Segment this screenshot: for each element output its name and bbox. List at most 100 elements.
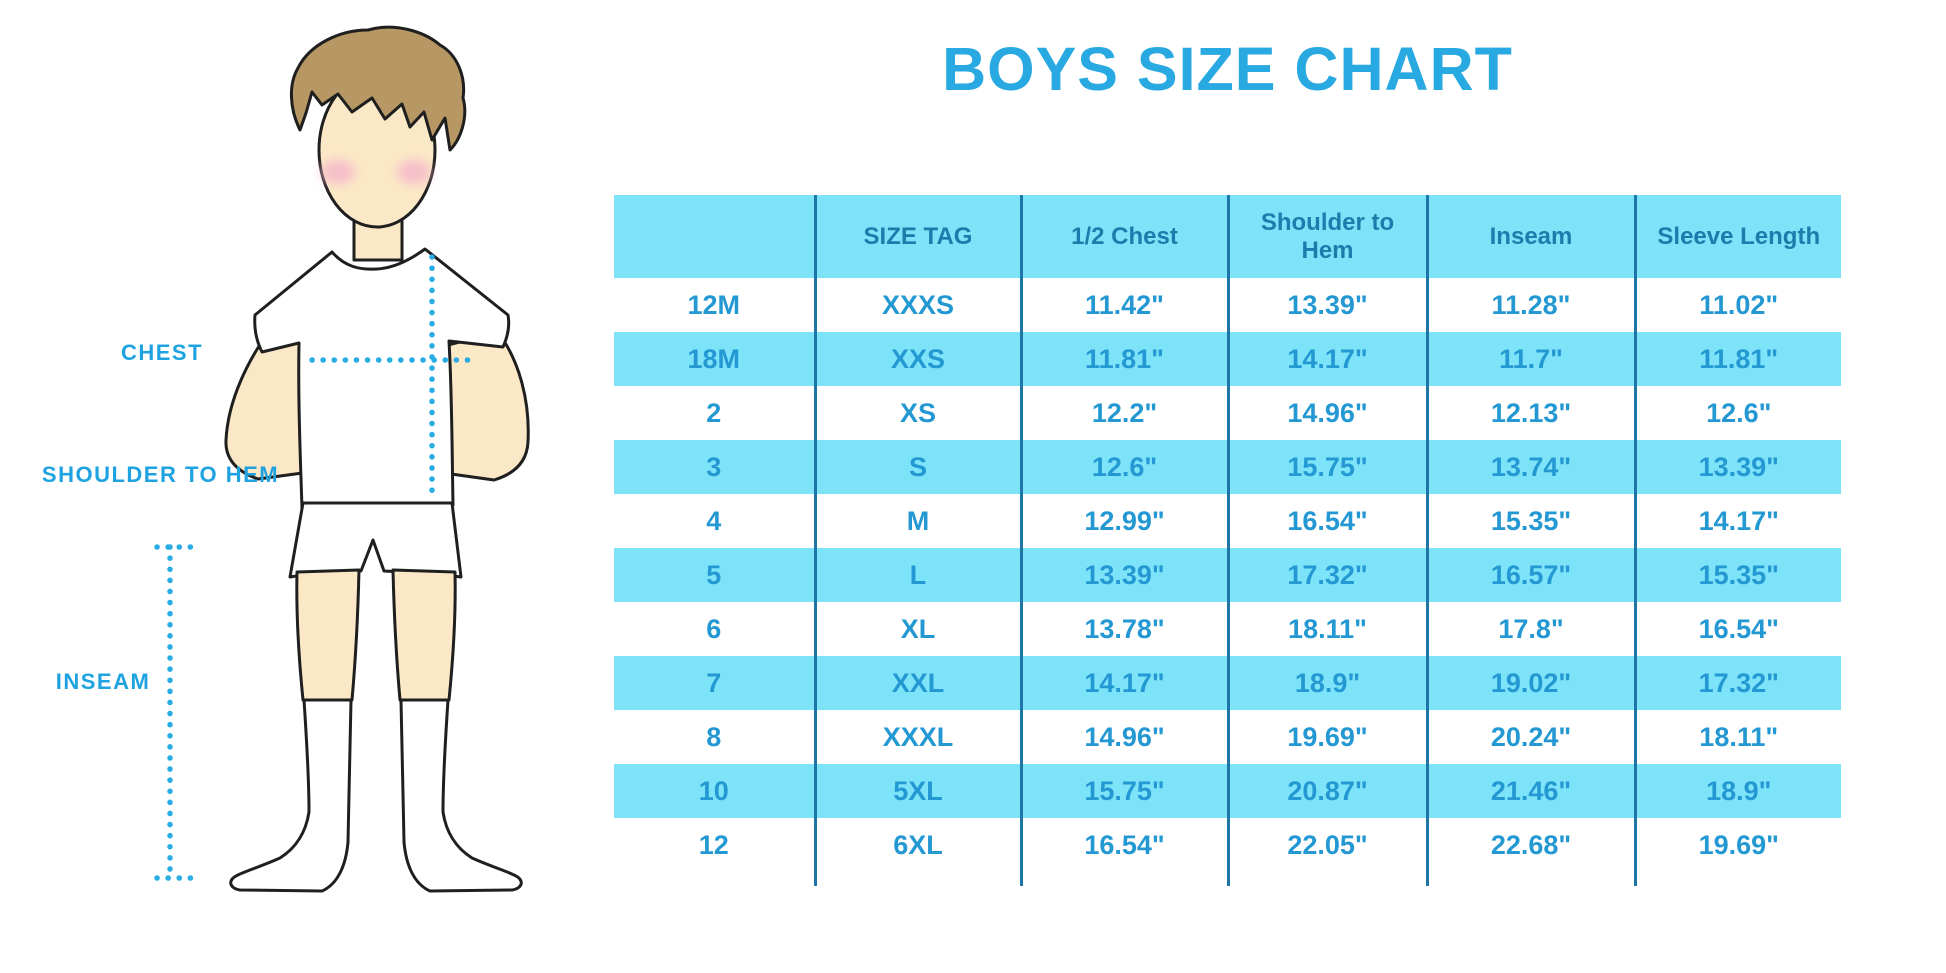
table-cell: 18.9" bbox=[1633, 764, 1841, 818]
table-row: 7 XXL 14.17" 18.9" 19.02" 17.32" bbox=[614, 656, 1841, 710]
table-cell: XXL bbox=[813, 656, 1021, 710]
left-cheek bbox=[321, 160, 355, 184]
table-cell: 10 bbox=[614, 764, 815, 818]
table-row: 8 XXXL 14.96" 19.69" 20.24" 18.11" bbox=[614, 710, 1841, 764]
table-cell: 8 bbox=[614, 710, 815, 764]
inseam-label: INSEAM bbox=[55, 669, 151, 694]
left-sock-shape bbox=[229, 698, 353, 893]
table-cell: 17.32" bbox=[1633, 656, 1841, 710]
table-cell: XS bbox=[813, 386, 1021, 440]
table-cell: 11.28" bbox=[1425, 278, 1635, 332]
table-cell: 5 bbox=[614, 548, 815, 602]
col-header-inseam: Inseam bbox=[1425, 195, 1635, 278]
table-cell: 3 bbox=[614, 440, 815, 494]
table-cell: 14.17" bbox=[1226, 332, 1427, 386]
table-cell: 16.57" bbox=[1425, 548, 1635, 602]
table-cell: 12 bbox=[614, 818, 815, 872]
col-header-shoulder-to-hem: Shoulder to Hem bbox=[1226, 195, 1427, 278]
table-cell: 11.02" bbox=[1633, 278, 1841, 332]
header-row: SIZE TAG 1/2 Chest Shoulder to Hem Insea… bbox=[614, 195, 1841, 278]
table-cell: 6XL bbox=[813, 818, 1021, 872]
table-cell: 17.32" bbox=[1226, 548, 1427, 602]
table-cell: 12.6" bbox=[1019, 440, 1228, 494]
table-cell: 19.69" bbox=[1633, 818, 1841, 872]
table-cell: 15.35" bbox=[1633, 548, 1841, 602]
table-cell: 14.17" bbox=[1633, 494, 1841, 548]
chest-label: CHEST bbox=[120, 340, 204, 365]
left-leg-shape bbox=[295, 568, 361, 702]
table-cell: S bbox=[813, 440, 1021, 494]
table-row: 3 S 12.6" 15.75" 13.74" 13.39" bbox=[614, 440, 1841, 494]
table-cell: 16.54" bbox=[1633, 602, 1841, 656]
table-cell: 18.11" bbox=[1633, 710, 1841, 764]
table-cell: 19.02" bbox=[1425, 656, 1635, 710]
table-cell: 13.74" bbox=[1425, 440, 1635, 494]
table-cell: 15.75" bbox=[1226, 440, 1427, 494]
table-cell: 11.7" bbox=[1425, 332, 1635, 386]
table-row: 6 XL 13.78" 18.11" 17.8" 16.54" bbox=[614, 602, 1841, 656]
table-cell: 21.46" bbox=[1425, 764, 1635, 818]
table-cell: XXXL bbox=[813, 710, 1021, 764]
table-cell: 16.54" bbox=[1019, 818, 1228, 872]
table-cell: 14.96" bbox=[1226, 386, 1427, 440]
col-header-size bbox=[614, 195, 815, 278]
page-title: BOYS SIZE CHART bbox=[942, 35, 1513, 103]
table-cell: 12.6" bbox=[1633, 386, 1841, 440]
table-row: 18M XXS 11.81" 14.17" 11.7" 11.81" bbox=[614, 332, 1841, 386]
right-leg-shape bbox=[391, 568, 457, 702]
col-header-sleeve-length: Sleeve Length bbox=[1633, 195, 1841, 278]
table-cell: XXS bbox=[813, 332, 1021, 386]
table-cell: 11.81" bbox=[1019, 332, 1228, 386]
table-row: 2 XS 12.2" 14.96" 12.13" 12.6" bbox=[614, 386, 1841, 440]
table-cell: 14.96" bbox=[1019, 710, 1228, 764]
table-cell: 13.39" bbox=[1226, 278, 1427, 332]
table-cell: 15.75" bbox=[1019, 764, 1228, 818]
table-cell: 11.42" bbox=[1019, 278, 1228, 332]
table-cell: 5XL bbox=[813, 764, 1021, 818]
column-line-extension bbox=[614, 872, 1841, 886]
table-cell: 15.35" bbox=[1425, 494, 1635, 548]
right-arm-shape bbox=[442, 330, 530, 482]
table-row: 12 6XL 16.54" 22.05" 22.68" 19.69" bbox=[614, 818, 1841, 872]
col-header-half-chest: 1/2 Chest bbox=[1019, 195, 1228, 278]
right-cheek bbox=[397, 160, 431, 184]
table-cell: 22.68" bbox=[1425, 818, 1635, 872]
shoulder-to-hem-label: SHOULDER TO HEM bbox=[41, 462, 280, 487]
table-cell: 18.9" bbox=[1226, 656, 1427, 710]
table-cell: 12.13" bbox=[1425, 386, 1635, 440]
table-cell: 18.11" bbox=[1226, 602, 1427, 656]
table-cell: 12.2" bbox=[1019, 386, 1228, 440]
table-cell: M bbox=[813, 494, 1021, 548]
table-cell: 18M bbox=[614, 332, 815, 386]
table-row: 12M XXXS 11.42" 13.39" 11.28" 11.02" bbox=[614, 278, 1841, 332]
table-cell: 4 bbox=[614, 494, 815, 548]
col-header-size-tag: SIZE TAG bbox=[813, 195, 1021, 278]
table-cell: 14.17" bbox=[1019, 656, 1228, 710]
table-row: 4 M 12.99" 16.54" 15.35" 14.17" bbox=[614, 494, 1841, 548]
table-cell: XL bbox=[813, 602, 1021, 656]
table-cell: 11.81" bbox=[1633, 332, 1841, 386]
table-row: 10 5XL 15.75" 20.87" 21.46" 18.9" bbox=[614, 764, 1841, 818]
size-chart-table: SIZE TAG 1/2 Chest Shoulder to Hem Insea… bbox=[614, 195, 1841, 886]
table-cell: XXXS bbox=[813, 278, 1021, 332]
table-cell: 20.24" bbox=[1425, 710, 1635, 764]
table-cell: 6 bbox=[614, 602, 815, 656]
right-sock-shape bbox=[399, 698, 523, 893]
table-row: 5 L 13.39" 17.32" 16.57" 15.35" bbox=[614, 548, 1841, 602]
table-cell: 20.87" bbox=[1226, 764, 1427, 818]
table-cell: 13.78" bbox=[1019, 602, 1228, 656]
table-cell: 19.69" bbox=[1226, 710, 1427, 764]
tshirt-shape bbox=[253, 247, 511, 512]
hair-shape bbox=[289, 25, 467, 152]
table-cell: 17.8" bbox=[1425, 602, 1635, 656]
table-cell: 7 bbox=[614, 656, 815, 710]
table-cell: 13.39" bbox=[1019, 548, 1228, 602]
table-cell: 13.39" bbox=[1633, 440, 1841, 494]
table-cell: L bbox=[813, 548, 1021, 602]
table-cell: 22.05" bbox=[1226, 818, 1427, 872]
table-cell: 2 bbox=[614, 386, 815, 440]
table-cell: 16.54" bbox=[1226, 494, 1427, 548]
table-cell: 12M bbox=[614, 278, 815, 332]
boy-illustration bbox=[154, 25, 530, 893]
